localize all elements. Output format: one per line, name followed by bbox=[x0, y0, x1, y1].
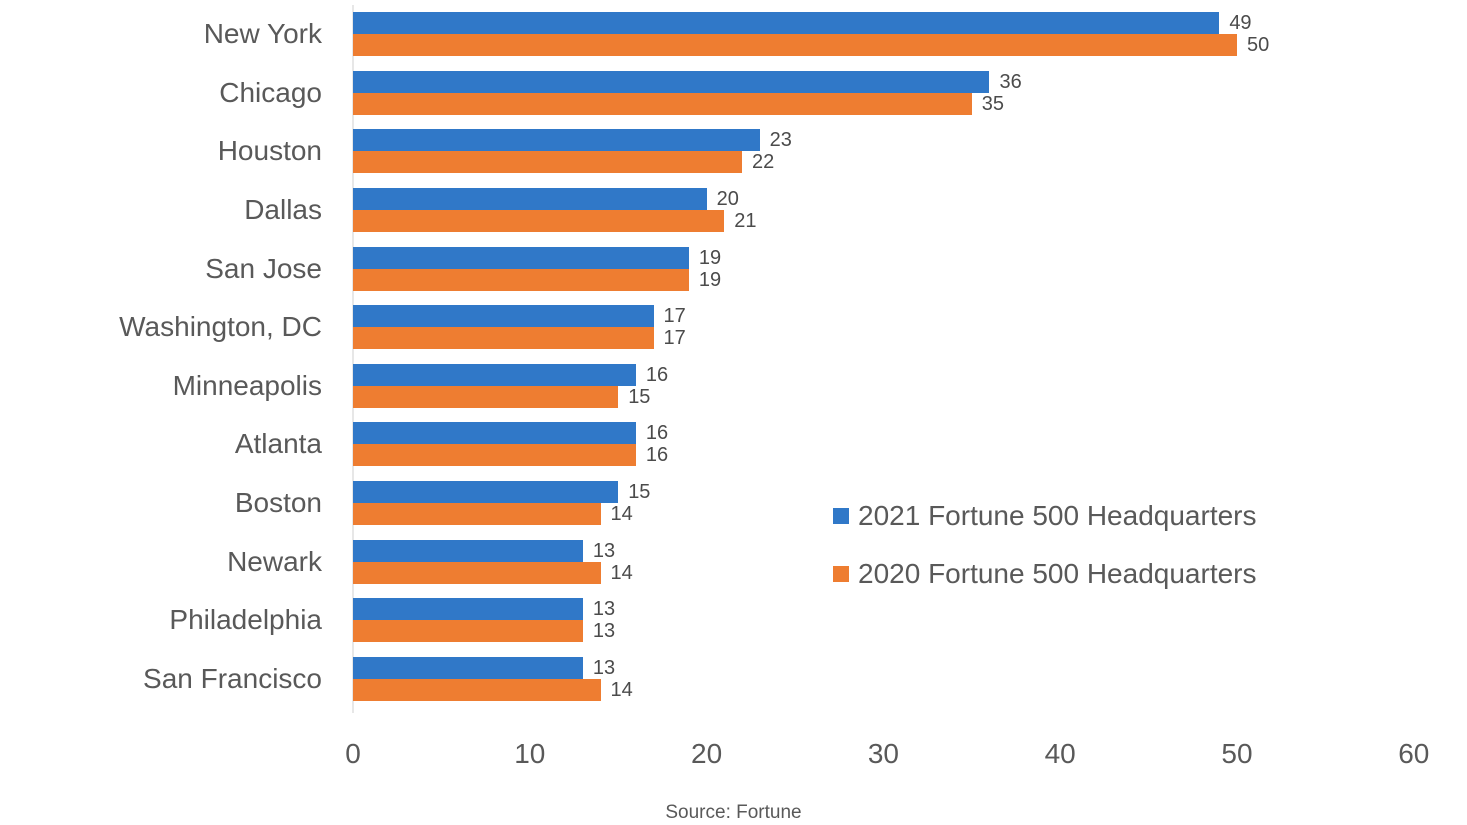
value-label: 19 bbox=[698, 268, 722, 291]
x-axis-tick-label: 10 bbox=[514, 738, 546, 769]
category-label: Chicago bbox=[219, 76, 322, 108]
legend-swatch-2021-icon bbox=[833, 508, 849, 524]
bar-2021 bbox=[353, 481, 619, 504]
bar-2021 bbox=[353, 598, 583, 621]
value-label: 14 bbox=[610, 561, 633, 584]
bar-2021 bbox=[353, 187, 707, 210]
value-label: 14 bbox=[610, 503, 633, 526]
x-axis-tick-label: 30 bbox=[867, 738, 899, 769]
legend-label-2021: 2021 Fortune 500 Headquarters bbox=[858, 500, 1257, 531]
chart-legend: 2021 Fortune 500 Headquarters 2020 Fortu… bbox=[833, 500, 1257, 618]
value-label: 13 bbox=[592, 539, 616, 562]
x-axis-tick-label: 60 bbox=[1398, 738, 1430, 769]
value-label: 16 bbox=[645, 363, 669, 386]
value-label: 16 bbox=[645, 422, 669, 445]
bar-2020 bbox=[353, 327, 654, 350]
bar-2020 bbox=[353, 268, 689, 291]
bar-2021 bbox=[353, 12, 1220, 34]
bar-2020 bbox=[353, 151, 742, 174]
value-label: 17 bbox=[663, 327, 686, 350]
y-axis-line bbox=[352, 5, 354, 713]
bar-2020 bbox=[353, 444, 636, 467]
category-label: Atlanta bbox=[234, 428, 322, 460]
value-label: 36 bbox=[999, 70, 1022, 93]
category-label: Dallas bbox=[244, 193, 322, 225]
value-label: 19 bbox=[698, 246, 722, 269]
value-label: 15 bbox=[628, 385, 651, 408]
bar-2020 bbox=[353, 620, 583, 643]
bar-2021 bbox=[353, 422, 636, 445]
value-label: 35 bbox=[981, 92, 1005, 115]
value-label: 20 bbox=[716, 187, 739, 210]
value-label: 14 bbox=[610, 679, 633, 702]
value-label: 21 bbox=[734, 209, 757, 232]
value-label: 15 bbox=[628, 481, 651, 504]
bar-2021 bbox=[353, 657, 583, 680]
legend-item-2021: 2021 Fortune 500 Headquarters bbox=[833, 500, 1257, 531]
category-label: Washington, DC bbox=[119, 311, 322, 343]
value-label: 13 bbox=[592, 620, 616, 643]
x-axis-tick-label: 40 bbox=[1044, 738, 1076, 769]
category-label: Minneapolis bbox=[172, 369, 322, 401]
value-label: 13 bbox=[592, 598, 616, 621]
x-axis-tick-label: 20 bbox=[691, 738, 723, 769]
value-label: 23 bbox=[769, 129, 792, 152]
legend-label-2020: 2020 Fortune 500 Headquarters bbox=[858, 558, 1257, 589]
bar-2020 bbox=[353, 679, 601, 702]
bar-2020 bbox=[353, 92, 972, 115]
value-label: 49 bbox=[1229, 12, 1252, 34]
source-caption: Source: Fortune bbox=[665, 802, 802, 823]
category-label: Boston bbox=[234, 487, 322, 519]
category-label: Houston bbox=[217, 135, 322, 167]
category-label: Newark bbox=[227, 545, 322, 577]
category-label: Philadelphia bbox=[169, 604, 322, 636]
value-label: 50 bbox=[1247, 34, 1270, 56]
bar-2020 bbox=[353, 561, 601, 584]
bar-2021 bbox=[353, 70, 990, 93]
category-label: San Jose bbox=[205, 252, 322, 284]
value-label: 22 bbox=[751, 151, 775, 174]
bar-2020 bbox=[353, 34, 1237, 56]
category-label: San Francisco bbox=[143, 663, 322, 695]
bar-2021 bbox=[353, 363, 636, 386]
bar-2021 bbox=[353, 539, 583, 562]
category-label: New York bbox=[203, 18, 322, 49]
legend-item-2020: 2020 Fortune 500 Headquarters bbox=[833, 558, 1257, 589]
value-label: 16 bbox=[645, 444, 669, 467]
bar-2020 bbox=[353, 385, 619, 408]
bar-2020 bbox=[353, 503, 601, 526]
bar-2021 bbox=[353, 246, 689, 269]
legend-swatch-2020-icon bbox=[833, 566, 849, 582]
x-axis-tick-label: 50 bbox=[1221, 738, 1253, 769]
x-axis-tick-label: 0 bbox=[345, 738, 361, 769]
value-label: 17 bbox=[663, 305, 686, 328]
bar-2020 bbox=[353, 209, 725, 232]
bar-2021 bbox=[353, 305, 654, 328]
bar-2021 bbox=[353, 129, 760, 152]
value-label: 13 bbox=[592, 657, 616, 680]
